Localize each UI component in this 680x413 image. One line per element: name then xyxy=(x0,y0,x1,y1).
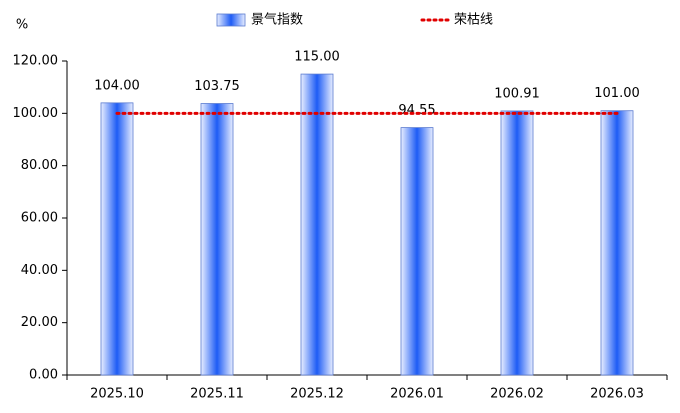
x-tick-label: 2026.03 xyxy=(590,387,644,402)
value-label: 100.91 xyxy=(494,86,540,101)
value-label: 115.00 xyxy=(294,50,340,65)
y-tick-label: 40.00 xyxy=(21,263,58,278)
bar xyxy=(100,102,134,376)
y-tick-label: 0.00 xyxy=(29,368,58,383)
value-label: 101.00 xyxy=(594,86,640,101)
x-tick-label: 2026.01 xyxy=(390,387,444,402)
value-label: 103.75 xyxy=(194,79,240,94)
y-tick-label: 100.00 xyxy=(13,106,59,121)
y-axis-title: % xyxy=(16,18,28,33)
x-tick-label: 2026.02 xyxy=(490,387,544,402)
legend-label: 荣枯线 xyxy=(454,13,493,28)
bar xyxy=(200,103,234,376)
x-tick-label: 2025.10 xyxy=(90,387,144,402)
bar xyxy=(300,73,334,376)
bar xyxy=(500,110,534,376)
y-tick-label: 120.00 xyxy=(13,54,59,69)
value-label: 104.00 xyxy=(94,78,140,93)
y-tick-label: 60.00 xyxy=(21,211,58,226)
legend-swatch xyxy=(216,13,246,27)
bar xyxy=(600,110,634,376)
x-tick-label: 2025.11 xyxy=(190,387,244,402)
bar xyxy=(400,127,434,376)
x-tick-label: 2025.12 xyxy=(290,387,344,402)
y-tick-label: 80.00 xyxy=(21,158,58,173)
legend-label: 景气指数 xyxy=(251,12,303,28)
y-tick-label: 20.00 xyxy=(21,315,58,330)
value-label: 94.55 xyxy=(398,103,435,118)
